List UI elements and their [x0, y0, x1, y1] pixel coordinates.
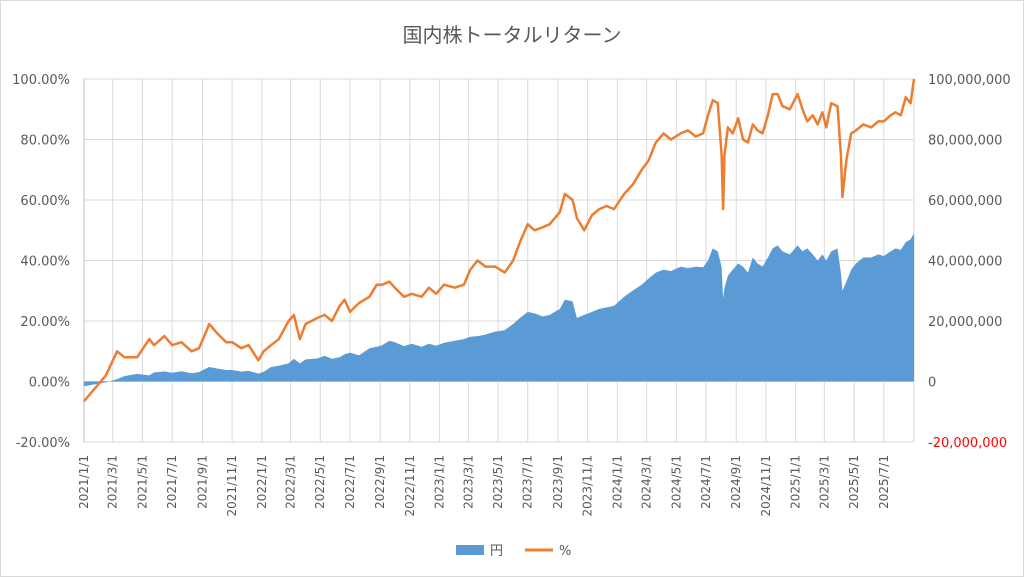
x-axis-ticks: 2021/1/1 2021/3/1 2021/5/1 2021/7/1 2021/9/1… — [77, 455, 891, 517]
x-tick-label: 2022/9/1 — [373, 455, 387, 509]
left-tick-label: -20.00% — [16, 436, 70, 451]
x-tick-label: 2025/7/1 — [877, 455, 891, 509]
x-tick-label: 2023/7/1 — [521, 455, 535, 509]
x-tick-label: 2023/1/1 — [433, 455, 447, 509]
x-tick-label: 2022/5/1 — [313, 455, 327, 509]
x-tick-label: 2024/3/1 — [640, 455, 654, 509]
right-tick-label: -20,000,000 — [928, 436, 1007, 451]
right-axis-ticks: 100,000,000 80,000,000 60,000,000 40,000,00… — [928, 73, 1011, 451]
right-tick-label: 60,000,000 — [928, 194, 1002, 209]
x-tick-label: 2021/5/1 — [135, 455, 149, 509]
legend-label-pct: % — [559, 544, 571, 559]
left-tick-label: 60.00% — [20, 194, 70, 209]
right-tick-label: 40,000,000 — [928, 255, 1002, 270]
left-tick-label: 0.00% — [29, 376, 70, 391]
x-tick-label: 2025/1/1 — [789, 455, 803, 509]
x-tick-label: 2021/7/1 — [165, 455, 179, 509]
left-tick-label: 20.00% — [20, 315, 70, 330]
x-tick-label: 2021/1/1 — [77, 455, 91, 509]
x-tick-label: 2023/5/1 — [491, 455, 505, 509]
x-tick-label: 2023/9/1 — [551, 455, 565, 509]
x-tick-label: 2024/11/1 — [759, 455, 773, 517]
x-tick-label: 2021/9/1 — [195, 455, 209, 509]
x-tick-label: 2021/3/1 — [106, 455, 120, 509]
right-tick-label: 0 — [928, 376, 936, 391]
left-tick-label: 40.00% — [20, 255, 70, 270]
x-tick-label: 2021/11/1 — [225, 455, 239, 517]
right-tick-label: 80,000,000 — [928, 134, 1002, 149]
x-tick-label: 2024/5/1 — [669, 455, 683, 509]
pct-line-layer — [83, 78, 916, 403]
legend: 円 % — [456, 544, 571, 559]
right-tick-label: 20,000,000 — [928, 315, 1002, 330]
series-line-pct — [83, 78, 916, 403]
yen-area-layer — [84, 233, 914, 387]
x-tick-label: 2022/11/1 — [403, 455, 417, 517]
x-tick-label: 2024/7/1 — [699, 455, 713, 509]
x-tick-label: 2022/1/1 — [255, 455, 269, 509]
legend-label-yen: 円 — [490, 544, 503, 559]
x-tick-label: 2022/7/1 — [343, 455, 357, 509]
chart-title: 国内株トータルリターン — [403, 23, 622, 47]
left-tick-label: 100.00% — [12, 73, 70, 88]
x-tick-label: 2023/11/1 — [581, 455, 595, 517]
left-axis-ticks: 100.00% 80.00% 60.00% 40.00% 20.00% 0.00% -20.… — [12, 73, 70, 451]
x-tick-label: 2022/3/1 — [284, 455, 298, 509]
x-tick-label: 2025/5/1 — [847, 455, 861, 509]
left-tick-label: 80.00% — [20, 134, 70, 149]
legend-swatch-yen — [456, 545, 484, 555]
x-tick-label: 2024/9/1 — [729, 455, 743, 509]
x-tick-label: 2024/1/1 — [610, 455, 624, 509]
right-tick-label: 100,000,000 — [928, 73, 1011, 88]
x-tick-label: 2025/3/1 — [817, 455, 831, 509]
series-area-yen — [84, 233, 914, 387]
x-tick-label: 2023/3/1 — [461, 455, 475, 509]
